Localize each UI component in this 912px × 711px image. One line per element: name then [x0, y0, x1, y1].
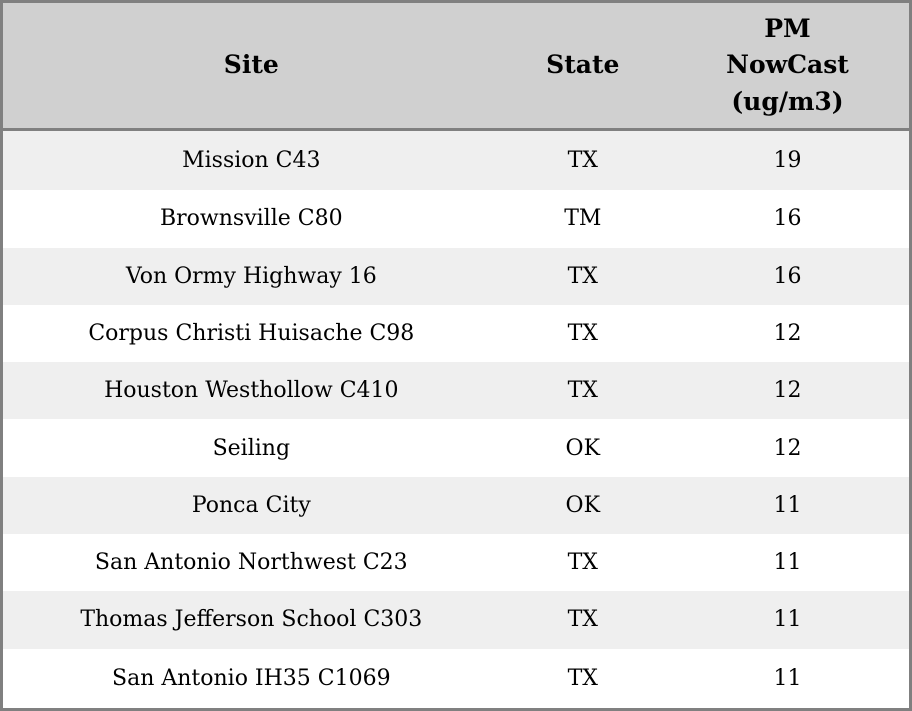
cell-state: TX: [567, 665, 598, 691]
table-row: Mission C43 TX 19: [1, 129, 911, 191]
table-row: Houston Westhollow C410 TX 12: [1, 362, 911, 420]
table-row: Ponca City OK 11: [1, 476, 911, 535]
cell-site: San Antonio IH35 C1069: [112, 665, 391, 691]
cell-state: TX: [567, 607, 598, 633]
table-row: Corpus Christi Huisache C98 TX 12: [1, 304, 911, 363]
cell-pm-nowcast: 16: [773, 206, 802, 232]
column-header-site: Site: [1, 1, 500, 131]
cell-pm-nowcast: 12: [773, 320, 802, 346]
cell-pm-nowcast: 11: [773, 607, 802, 633]
cell-site: Seiling: [212, 435, 291, 461]
cell-site: Mission C43: [182, 148, 321, 174]
table-row: Seiling OK 12: [1, 419, 911, 477]
cell-pm-nowcast: 12: [773, 435, 802, 461]
table-body: Mission C43 TX 19 Brownsville C80 TM 16 …: [1, 129, 911, 710]
cell-state: TX: [567, 378, 598, 404]
cell-pm-nowcast: 12: [773, 378, 802, 404]
column-header-pm-nowcast: PM NowCast (ug/m3): [665, 1, 911, 131]
cell-state: TX: [567, 320, 598, 346]
table-row: Brownsville C80 TM 16: [1, 190, 911, 248]
cell-state: TX: [567, 148, 598, 174]
cell-site: Von Ormy Highway 16: [125, 263, 377, 289]
cell-site: Ponca City: [191, 492, 311, 518]
cell-pm-nowcast: 11: [773, 665, 802, 691]
cell-pm-nowcast: 11: [773, 550, 802, 576]
cell-site: Brownsville C80: [160, 206, 343, 232]
cell-site: Corpus Christi Huisache C98: [88, 320, 415, 346]
cell-site: Thomas Jefferson School C303: [80, 607, 423, 633]
cell-state: TM: [564, 206, 602, 232]
cell-state: OK: [565, 492, 601, 518]
header-row: Site State PM NowCast (ug/m3): [1, 1, 911, 131]
cell-pm-nowcast: 11: [773, 492, 802, 518]
table-row: Thomas Jefferson School C303 TX 11: [1, 591, 911, 649]
cell-site: Houston Westhollow C410: [104, 378, 399, 404]
cell-pm-nowcast: 19: [773, 148, 802, 174]
table-row: Von Ormy Highway 16 TX 16: [1, 247, 911, 305]
cell-state: TX: [567, 263, 598, 289]
cell-pm-nowcast: 16: [773, 263, 802, 289]
column-header-state: State: [499, 1, 666, 131]
cell-site: San Antonio Northwest C23: [94, 550, 408, 576]
table-row: San Antonio IH35 C1069 TX 11: [1, 648, 911, 710]
cell-state: OK: [565, 435, 601, 461]
table-row: San Antonio Northwest C23 TX 11: [1, 534, 911, 592]
cell-state: TX: [567, 550, 598, 576]
